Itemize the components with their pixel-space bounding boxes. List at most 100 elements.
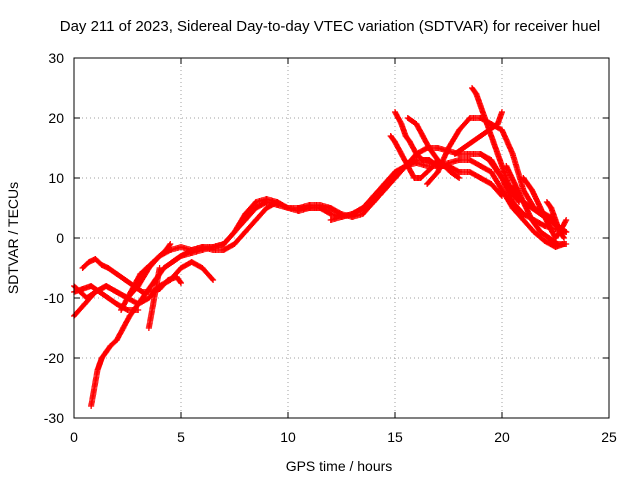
data-point (413, 121, 420, 127)
data-point (392, 175, 398, 181)
data-point (490, 139, 497, 145)
data-point (392, 139, 398, 145)
data-point (327, 217, 334, 223)
data-point (392, 109, 398, 115)
data-point (486, 127, 493, 133)
data-point (528, 217, 535, 223)
data-point (113, 271, 120, 277)
data-point (94, 367, 101, 373)
series-track-5 (71, 283, 142, 313)
series-track-18 (503, 163, 570, 247)
data-point (477, 133, 484, 139)
data-point (96, 361, 103, 367)
data-point (445, 145, 452, 151)
data-point (88, 403, 95, 409)
data-point (210, 277, 217, 283)
data-point (552, 235, 559, 241)
data-point (188, 259, 195, 265)
series-track-13 (404, 115, 463, 181)
data-point (548, 205, 555, 211)
data-point (137, 271, 144, 277)
data-point (426, 145, 433, 151)
data-point (359, 211, 366, 217)
data-point (477, 103, 484, 109)
x-tick-label: 10 (280, 429, 296, 445)
data-point (494, 121, 501, 127)
data-point (113, 301, 120, 307)
data-point (327, 211, 334, 217)
data-point (419, 157, 426, 163)
data-point (509, 151, 516, 157)
data-point (199, 244, 206, 250)
data-point (447, 169, 454, 175)
data-point (81, 301, 88, 307)
data-point (552, 217, 559, 223)
data-point (528, 205, 535, 211)
data-point (152, 289, 159, 295)
data-point (143, 265, 150, 271)
data-point (370, 199, 377, 205)
data-point (169, 259, 176, 265)
data-point (563, 217, 570, 223)
data-point (274, 199, 281, 205)
data-point (85, 259, 92, 265)
data-point (135, 307, 142, 313)
data-point (145, 325, 152, 331)
y-tick-label: 10 (48, 170, 64, 186)
data-point (424, 163, 431, 169)
data-point (466, 151, 473, 157)
data-point (163, 247, 170, 253)
y-tick-label: 0 (56, 230, 64, 246)
series-track-6 (118, 241, 174, 313)
data-point (554, 241, 561, 247)
data-point (156, 286, 163, 292)
data-point (511, 181, 518, 187)
data-point (98, 355, 105, 361)
chart-title: Day 211 of 2023, Sidereal Day-to-day VTE… (60, 18, 601, 35)
data-point (528, 187, 535, 193)
y-tick-label: 30 (48, 50, 64, 66)
data-point (79, 265, 86, 271)
data-point (541, 238, 548, 244)
data-point (252, 217, 259, 223)
data-point (424, 181, 431, 187)
data-point (402, 133, 409, 139)
axis-ticks: 0 5 10 15 20 25 -30 -20 -10 0 10 20 30 (44, 50, 617, 445)
y-tick-label: -30 (44, 410, 64, 426)
data-point (150, 259, 157, 265)
data-point (167, 241, 174, 247)
data-point (413, 151, 420, 157)
data-point (118, 307, 125, 313)
data-point (486, 157, 493, 163)
data-point (107, 343, 114, 349)
data-point (150, 301, 157, 307)
data-point (477, 151, 484, 157)
data-point (561, 235, 568, 241)
y-tick-label: -20 (44, 350, 64, 366)
data-point (520, 175, 527, 181)
data-point (96, 289, 103, 295)
data-point (531, 229, 538, 235)
data-point (317, 202, 324, 208)
data-point (306, 202, 313, 208)
data-point (503, 181, 510, 187)
data-point (520, 187, 527, 193)
data-point (520, 211, 527, 217)
data-point (488, 181, 495, 187)
series-track-8 (169, 199, 281, 265)
data-point (113, 289, 120, 295)
data-point (520, 199, 527, 205)
data-point (477, 163, 484, 169)
data-point (473, 91, 480, 97)
data-point (220, 241, 227, 247)
data-point (419, 133, 426, 139)
data-point (148, 313, 155, 319)
data-point (456, 157, 463, 163)
data-point (145, 295, 152, 301)
data-point (543, 199, 550, 205)
data-point (434, 157, 441, 163)
data-point (242, 229, 249, 235)
data-point (231, 241, 238, 247)
data-point (139, 289, 146, 295)
